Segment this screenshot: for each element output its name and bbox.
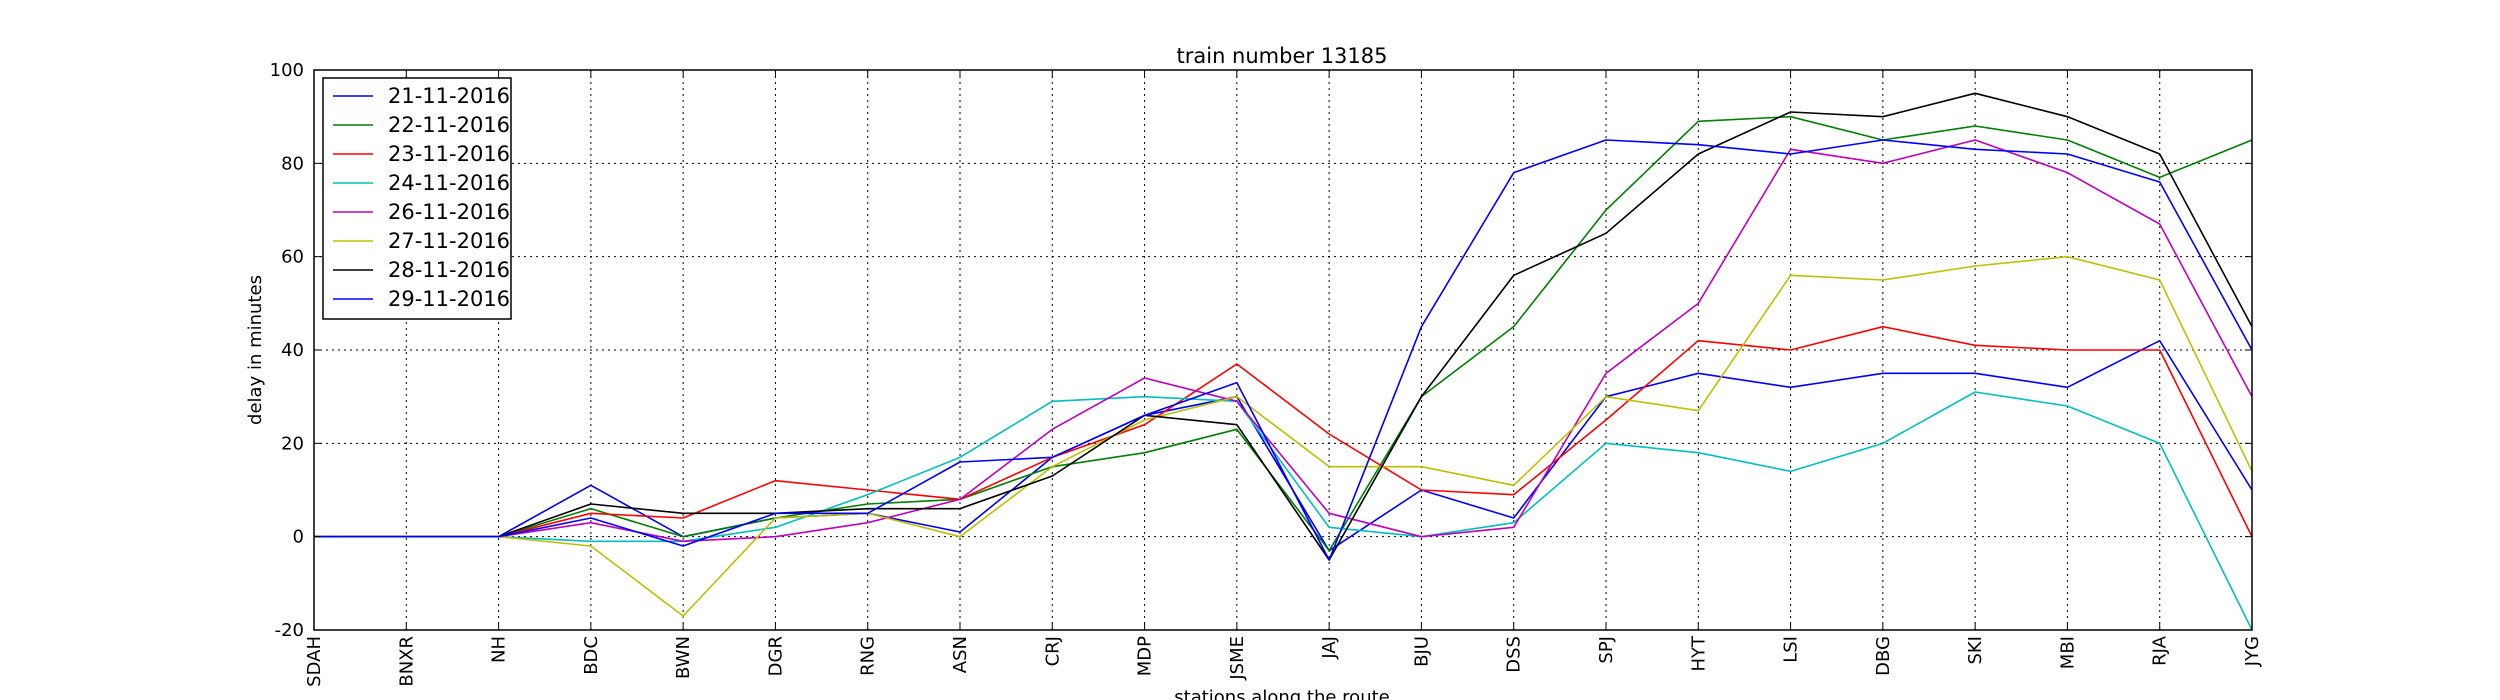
x-tick-label: BWN	[673, 636, 694, 679]
legend-label: 21-11-2016	[388, 84, 510, 108]
x-tick-label: DGR	[765, 636, 786, 676]
series-line	[314, 255, 2253, 617]
legend-label: 24-11-2016	[388, 171, 510, 195]
legend-label: 27-11-2016	[388, 229, 510, 253]
series-line	[314, 139, 2253, 561]
x-tick-label: RJA	[2150, 635, 2171, 665]
x-tick-label: DSS	[1504, 636, 1525, 673]
x-tick-label: RNG	[858, 636, 879, 676]
x-tick-label: JSME	[1227, 636, 1248, 681]
legend-label: 22-11-2016	[388, 113, 510, 137]
x-tick-label: SKI	[1965, 636, 1986, 665]
y-axis: -20 0 20 40 60 80 100	[270, 60, 2252, 641]
x-tick-label: ASN	[950, 636, 971, 673]
plot-frame	[313, 69, 2253, 631]
x-tick-label: CRJ	[1042, 636, 1063, 666]
x-tick-label: BNXR	[396, 636, 417, 687]
x-tick-label: SDAH	[304, 636, 325, 687]
x-tick-label: MDP	[1135, 636, 1156, 676]
x-tick-label: HYT	[1688, 635, 1709, 672]
y-tick-label: 100	[270, 60, 304, 81]
legend-label: 29-11-2016	[388, 287, 510, 311]
y-tick-label: 0	[293, 527, 304, 548]
x-axis: SDAH BNXR NH BDC BWN DGR RNG ASN CRJ MDP JSME JAJ BJ…	[304, 70, 2263, 687]
series-line	[314, 339, 2253, 552]
legend-label: 28-11-2016	[388, 258, 510, 282]
y-tick-label: 60	[281, 247, 304, 268]
plot-lines	[314, 92, 2253, 631]
series-line	[314, 92, 2253, 561]
legend: 21-11-2016 22-11-2016 23-11-2016 24-11-2016…	[322, 77, 512, 320]
y-tick-label: 80	[281, 153, 304, 174]
series-line	[314, 325, 2253, 538]
series-line	[314, 139, 2253, 543]
x-tick-label: LSI	[1781, 636, 1802, 663]
x-tick-label: BDC	[581, 636, 602, 675]
series-line	[314, 115, 2253, 552]
x-tick-label: MBI	[2057, 636, 2078, 669]
grid	[314, 70, 2252, 630]
y-tick-label: -20	[275, 620, 304, 641]
legend-label: 26-11-2016	[388, 200, 510, 224]
x-tick-label: BJU	[1411, 636, 1432, 667]
x-tick-label: JYG	[2242, 636, 2263, 667]
chart-title: train number 13185	[1177, 44, 1388, 68]
x-tick-label: SPJ	[1596, 636, 1617, 664]
series-line	[314, 391, 2253, 631]
x-tick-label: DBG	[1873, 636, 1894, 676]
y-axis-title: delay in minutes	[245, 275, 266, 425]
x-tick-label: JAJ	[1319, 636, 1340, 660]
legend-box	[322, 77, 512, 320]
y-tick-label: 40	[281, 340, 304, 361]
x-tick-label: NH	[489, 636, 510, 663]
x-axis-title: stations along the route	[1174, 687, 1389, 700]
legend-label: 23-11-2016	[388, 142, 510, 166]
y-tick-label: 20	[281, 433, 304, 454]
